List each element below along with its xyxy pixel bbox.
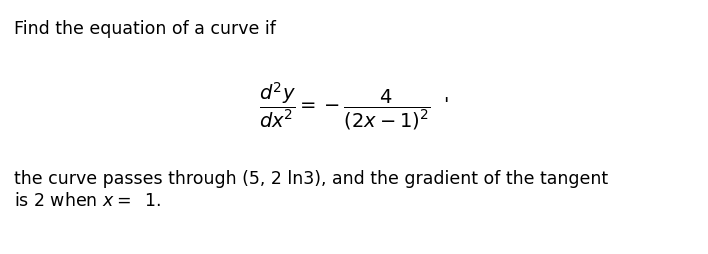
Text: the curve passes through (5, 2 ln3), and the gradient of the tangent: the curve passes through (5, 2 ln3), and… — [14, 170, 608, 188]
Text: is 2 when $x =\;$ 1.: is 2 when $x =\;$ 1. — [14, 192, 161, 210]
Text: $\dfrac{d^2y}{dx^2} = -\dfrac{4}{(2x-1)^2}$  ': $\dfrac{d^2y}{dx^2} = -\dfrac{4}{(2x-1)^… — [259, 80, 449, 132]
Text: Find the equation of a curve if: Find the equation of a curve if — [14, 20, 276, 38]
